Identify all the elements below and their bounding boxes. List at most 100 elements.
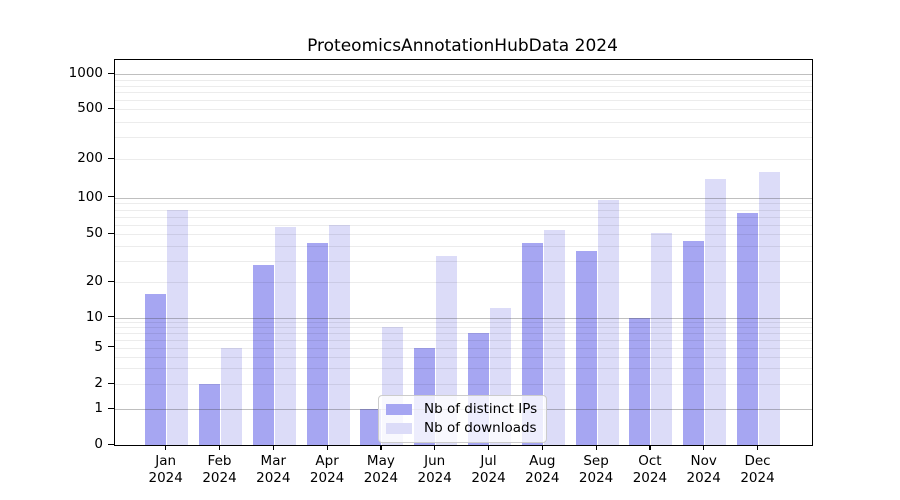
x-tick-month: Jun: [424, 453, 446, 469]
bar-downloads-dec: [759, 171, 780, 445]
y-tick-label-2: 2: [94, 375, 103, 392]
x-tick-year: 2024: [363, 469, 399, 486]
x-tick-mark-aug: [541, 445, 543, 451]
chart-title: ProteomicsAnnotationHubData 2024: [307, 36, 618, 56]
y-tick-label-20: 20: [85, 273, 103, 289]
bar-downloads-sep: [597, 200, 619, 445]
y-tick-mark-100: [108, 196, 114, 198]
x-tick-year: 2024: [471, 469, 506, 486]
x-tick-label-sep: Sep 2024: [566, 453, 626, 486]
x-tick-label-apr: Apr 2024: [297, 453, 357, 486]
x-tick-mark-oct: [649, 445, 651, 451]
x-tick-year: 2024: [202, 469, 237, 486]
y-tick-label-5: 5: [94, 338, 103, 355]
x-tick-year: 2024: [309, 469, 345, 486]
x-tick-month: Dec: [744, 453, 771, 469]
x-tick-mark-may: [380, 445, 382, 451]
x-tick-year: 2024: [417, 469, 452, 486]
legend-item-distinct-ips: Nb of distinct IPs: [386, 401, 537, 417]
gridline-minor-500: [115, 109, 812, 111]
x-tick-label-dec: Dec 2024: [728, 453, 788, 486]
bar-distinct-ips-may: [360, 409, 382, 445]
y-tick-mark-500: [108, 107, 114, 110]
x-tick-month: Nov: [690, 453, 717, 469]
legend-label-downloads: Nb of downloads: [424, 420, 537, 436]
y-tick-label-1: 1: [94, 400, 103, 417]
bar-distinct-ips-mar: [252, 264, 274, 445]
bar-downloads-aug: [543, 230, 565, 445]
y-tick-label-1000: 1000: [68, 65, 103, 82]
x-tick-label-oct: Oct 2024: [620, 453, 680, 486]
gridline-minor-200: [115, 159, 812, 161]
x-tick-month: Mar: [260, 453, 287, 469]
x-tick-year: 2024: [578, 469, 614, 486]
x-tick-label-may: May 2024: [351, 453, 411, 486]
plot-area: Nb of distinct IPs Nb of downloads: [114, 59, 813, 446]
bar-downloads-feb: [221, 347, 242, 445]
x-tick-mark-jul: [487, 445, 490, 451]
bar-downloads-mar: [274, 227, 296, 445]
bar-downloads-apr: [328, 224, 350, 445]
legend-swatch-downloads: [386, 422, 412, 434]
y-tick-mark-10: [108, 316, 114, 318]
x-tick-year: 2024: [632, 469, 668, 486]
y-tick-label-200: 200: [77, 150, 103, 167]
x-tick-label-jan: Jan 2024: [136, 453, 196, 486]
y-tick-mark-0: [108, 443, 114, 445]
gridline-major-1000: [115, 74, 812, 76]
bar-distinct-ips-apr: [306, 243, 328, 445]
x-tick-mark-nov: [703, 445, 705, 451]
x-tick-month: Jan: [155, 453, 177, 469]
x-tick-year: 2024: [686, 469, 721, 486]
x-tick-year: 2024: [740, 469, 775, 486]
bar-distinct-ips-aug: [521, 243, 543, 445]
bar-distinct-ips-dec: [737, 212, 758, 445]
x-tick-label-jun: Jun 2024: [405, 453, 465, 486]
y-tick-mark-1: [108, 407, 114, 410]
bar-downloads-nov: [705, 179, 727, 445]
legend-item-downloads: Nb of downloads: [386, 420, 537, 436]
y-tick-label-500: 500: [77, 100, 103, 117]
gridline-minor-800: [115, 85, 812, 87]
y-tick-label-100: 100: [77, 188, 103, 205]
x-tick-month: Jul: [480, 453, 497, 469]
y-tick-mark-2: [108, 382, 114, 385]
bar-distinct-ips-nov: [683, 241, 705, 445]
x-tick-year: 2024: [256, 469, 291, 486]
x-tick-label-nov: Nov 2024: [674, 453, 734, 486]
legend: Nb of distinct IPs Nb of downloads: [378, 395, 548, 443]
x-tick-mark-feb: [218, 445, 221, 451]
gridline-minor-900: [115, 79, 812, 81]
legend-label-distinct-ips: Nb of distinct IPs: [424, 401, 538, 417]
x-tick-label-mar: Mar 2024: [243, 453, 303, 486]
y-tick-mark-20: [108, 280, 114, 282]
x-tick-label-jul: Jul 2024: [459, 453, 519, 486]
x-tick-mark-mar: [272, 445, 274, 451]
y-tick-mark-200: [108, 157, 114, 160]
x-tick-month: Aug: [529, 453, 556, 469]
x-tick-month: Apr: [315, 453, 339, 469]
x-tick-mark-apr: [326, 445, 328, 451]
y-tick-label-50: 50: [85, 225, 103, 242]
x-tick-mark-jan: [165, 445, 167, 451]
bar-downloads-jan: [167, 209, 189, 445]
x-tick-mark-dec: [756, 445, 759, 451]
x-tick-month: Feb: [207, 453, 232, 469]
x-tick-year: 2024: [148, 469, 183, 486]
x-tick-mark-jun: [434, 445, 436, 451]
x-tick-month: Sep: [583, 453, 609, 469]
gridline-minor-700: [115, 92, 812, 94]
bar-downloads-oct: [651, 233, 673, 445]
bar-distinct-ips-feb: [199, 384, 220, 445]
gridline-minor-400: [115, 121, 812, 123]
y-tick-mark-50: [108, 232, 114, 235]
x-tick-label-aug: Aug 2024: [512, 453, 572, 486]
legend-swatch-distinct-ips: [386, 403, 412, 415]
x-tick-month: Oct: [638, 453, 662, 469]
bar-distinct-ips-sep: [575, 251, 597, 445]
x-tick-label-feb: Feb 2024: [190, 453, 250, 486]
y-tick-label-0: 0: [94, 436, 103, 452]
y-tick-mark-1000: [108, 72, 114, 75]
x-tick-month: May: [366, 453, 395, 469]
